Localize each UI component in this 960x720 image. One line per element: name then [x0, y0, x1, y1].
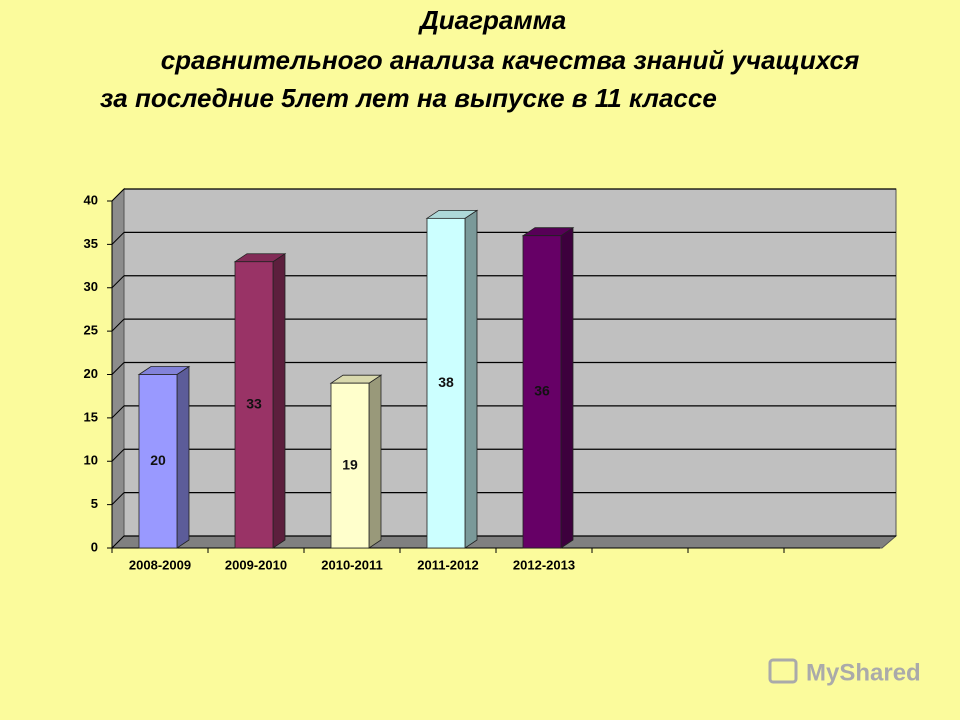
y-tick-label: 5 — [91, 496, 98, 511]
watermark: MyShared — [806, 659, 921, 686]
value-label: 38 — [438, 374, 454, 390]
y-tick-label: 25 — [84, 323, 98, 338]
bar — [138, 374, 178, 549]
bar-side — [176, 365, 190, 549]
bar-side — [560, 226, 574, 549]
y-tick-label: 0 — [91, 539, 98, 554]
logo — [768, 658, 798, 684]
value-label: 19 — [342, 456, 358, 472]
y-tick-label: 15 — [84, 409, 98, 424]
x-tick-label: 2008-2009 — [129, 557, 191, 572]
grid-line — [111, 275, 125, 289]
grid-line — [111, 188, 125, 202]
bar — [522, 235, 562, 549]
x-tick-label: 2009-2010 — [225, 557, 287, 572]
bar — [330, 382, 370, 549]
grid-line — [111, 492, 125, 505]
x-tick-label: 2012-2013 — [513, 557, 575, 572]
plot-walls — [110, 187, 898, 550]
grid-line — [111, 232, 125, 245]
value-label: 20 — [150, 452, 166, 468]
chart-title: Диаграмма — [418, 5, 566, 35]
x-tick-label: 2010-2011 — [321, 557, 382, 572]
bar-side — [464, 209, 478, 549]
grid-line — [111, 318, 125, 332]
floor — [110, 535, 898, 549]
grid-line — [111, 535, 125, 549]
x-tick-label: 2011-2012 — [417, 557, 478, 572]
grid-line — [111, 448, 125, 462]
grid-line — [111, 362, 125, 375]
y-tick-label: 10 — [84, 453, 98, 468]
logo-icon — [768, 658, 798, 684]
grid-line — [111, 405, 125, 419]
y-tick-label: 20 — [84, 366, 98, 381]
bar — [426, 217, 466, 549]
y-tick-label: 30 — [84, 279, 98, 294]
chart-title: сравнительного анализа качества знаний у… — [161, 45, 860, 75]
bar-side — [368, 374, 382, 549]
bar — [234, 261, 274, 549]
value-label: 33 — [246, 396, 262, 412]
value-label: 36 — [534, 383, 550, 399]
bar-side — [272, 252, 286, 549]
y-tick-label: 35 — [84, 236, 98, 251]
chart-title: за последние 5лет лет на выпуске в 11 кл… — [100, 83, 717, 113]
y-tick-label: 40 — [84, 192, 98, 207]
